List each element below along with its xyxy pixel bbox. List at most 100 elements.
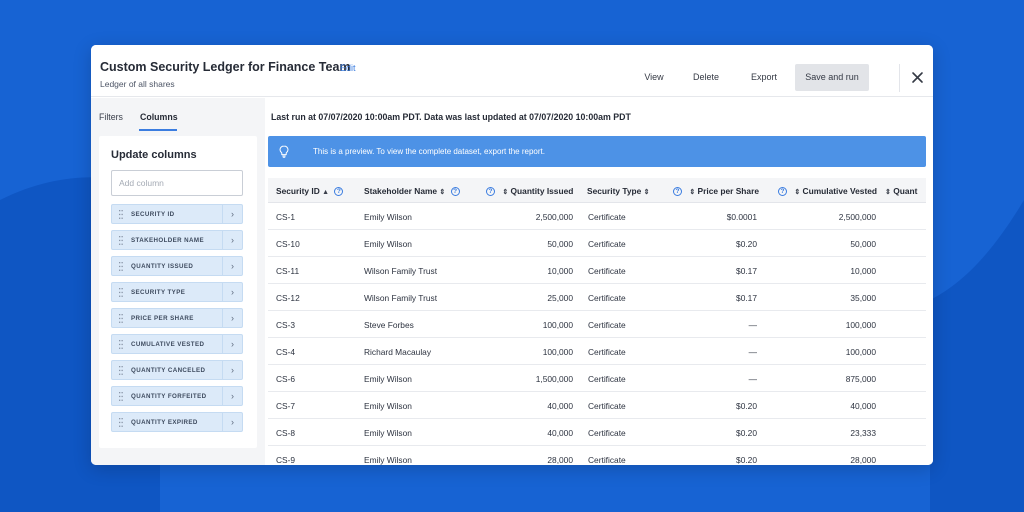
cell-cumulative-vested: 35,000 (850, 293, 876, 303)
close-icon[interactable] (911, 71, 924, 84)
drag-handle-icon[interactable] (119, 340, 123, 349)
table-row[interactable]: CS-10 Emily Wilson 50,000 Certificate $0… (268, 230, 926, 257)
table-row[interactable]: CS-12 Wilson Family Trust 25,000 Certifi… (268, 284, 926, 311)
table-row[interactable]: CS-11 Wilson Family Trust 10,000 Certifi… (268, 257, 926, 284)
column-header-security-type[interactable]: Security Type ⇕ (587, 186, 650, 196)
chevron-right-icon[interactable]: › (222, 231, 242, 249)
sort-icon[interactable]: ⇕ (439, 189, 446, 196)
help-icon[interactable]: ? (334, 187, 344, 197)
lightbulb-icon (279, 145, 289, 158)
cell-cumulative-vested: 2,500,000 (838, 212, 876, 222)
sort-icon[interactable]: ⇕ (643, 189, 650, 196)
chevron-right-icon[interactable]: › (222, 205, 242, 223)
column-item-label: QUANTITY FORFEITED (131, 393, 207, 400)
column-item[interactable]: PRICE PER SHARE › (111, 308, 243, 328)
column-item[interactable]: SECURITY ID › (111, 204, 243, 224)
column-header-price-per-share[interactable]: ? ⇕ Price per Share (673, 186, 759, 197)
report-title: Custom Security Ledger for Finance Team (100, 60, 351, 74)
cell-quantity-issued: 100,000 (542, 320, 573, 330)
column-header-security-id[interactable]: Security ID ▲ ? (276, 186, 344, 197)
add-column-input[interactable] (111, 170, 243, 196)
cell-quantity-issued: 25,000 (547, 293, 573, 303)
ledger-table: Security ID ▲ ? Stakeholder Name ⇕ ? ? ⇕… (268, 178, 926, 465)
sort-icon[interactable]: ⇕ (885, 189, 891, 196)
cell-cumulative-vested: 28,000 (850, 455, 876, 465)
table-row[interactable]: CS-1 Emily Wilson 2,500,000 Certificate … (268, 203, 926, 230)
help-icon[interactable]: ? (450, 187, 460, 197)
column-item[interactable]: CUMULATIVE VESTED › (111, 334, 243, 354)
sort-ascending-icon[interactable]: ▲ (322, 189, 330, 196)
column-item-label: QUANTITY ISSUED (131, 263, 194, 270)
drag-handle-icon[interactable] (119, 314, 123, 323)
header-divider (899, 64, 900, 92)
preview-banner: This is a preview. To view the complete … (268, 136, 926, 167)
help-icon[interactable]: ? (778, 187, 787, 197)
cell-price-per-share: $0.20 (736, 239, 757, 249)
column-header-quantity-issued[interactable]: ? ⇕ Quantity Issued (486, 186, 573, 197)
column-item[interactable]: QUANTITY FORFEITED › (111, 386, 243, 406)
cell-cumulative-vested: 50,000 (850, 239, 876, 249)
column-header-label: Security Type (587, 186, 642, 196)
cell-stakeholder-name: Emily Wilson (364, 212, 412, 222)
column-header-quantity[interactable]: ⇕ Quant (885, 186, 917, 196)
cell-cumulative-vested: 23,333 (850, 428, 876, 438)
chevron-right-icon[interactable]: › (222, 387, 242, 405)
table-row[interactable]: CS-7 Emily Wilson 40,000 Certificate $0.… (268, 392, 926, 419)
column-header-stakeholder-name[interactable]: Stakeholder Name ⇕ ? (364, 186, 460, 197)
table-row[interactable]: CS-9 Emily Wilson 28,000 Certificate $0.… (268, 446, 926, 465)
delete-button[interactable]: Delete (692, 72, 719, 82)
cell-quantity-issued: 2,500,000 (535, 212, 573, 222)
help-icon[interactable]: ? (673, 187, 682, 197)
column-item[interactable]: QUANTITY CANCELED › (111, 360, 243, 380)
chevron-right-icon[interactable]: › (222, 283, 242, 301)
chevron-right-icon[interactable]: › (222, 335, 242, 353)
drag-handle-icon[interactable] (119, 262, 123, 271)
table-row[interactable]: CS-6 Emily Wilson 1,500,000 Certificate … (268, 365, 926, 392)
table-row[interactable]: CS-3 Steve Forbes 100,000 Certificate — … (268, 311, 926, 338)
chevron-right-icon[interactable]: › (222, 413, 242, 431)
drag-handle-icon[interactable] (119, 366, 123, 375)
drag-handle-icon[interactable] (119, 288, 123, 297)
cell-stakeholder-name: Emily Wilson (364, 239, 412, 249)
sort-icon[interactable]: ⇕ (502, 189, 509, 196)
chevron-right-icon[interactable]: › (222, 361, 242, 379)
cell-security-type: Certificate (588, 374, 626, 384)
column-item[interactable]: SECURITY TYPE › (111, 282, 243, 302)
cell-quantity-issued: 28,000 (547, 455, 573, 465)
tab-columns[interactable]: Columns (140, 112, 178, 122)
column-item[interactable]: QUANTITY ISSUED › (111, 256, 243, 276)
save-and-run-button[interactable]: Save and run (795, 64, 869, 91)
drag-handle-icon[interactable] (119, 236, 123, 245)
cell-cumulative-vested: 875,000 (845, 374, 876, 384)
cell-security-type: Certificate (588, 347, 626, 357)
tab-filters[interactable]: Filters (99, 112, 123, 122)
chevron-right-icon[interactable]: › (222, 257, 242, 275)
edit-title-link[interactable]: Edit (340, 63, 356, 73)
sort-icon[interactable]: ⇕ (794, 189, 801, 196)
table-header: Security ID ▲ ? Stakeholder Name ⇕ ? ? ⇕… (268, 178, 926, 203)
cell-security-id: CS-11 (276, 266, 300, 276)
drag-handle-icon[interactable] (119, 210, 123, 219)
view-button[interactable]: View (644, 72, 664, 82)
column-item-label: CUMULATIVE VESTED (131, 341, 205, 348)
table-row[interactable]: CS-8 Emily Wilson 40,000 Certificate $0.… (268, 419, 926, 446)
sort-icon[interactable]: ⇕ (689, 189, 696, 196)
cell-stakeholder-name: Emily Wilson (364, 401, 412, 411)
column-item[interactable]: STAKEHOLDER NAME › (111, 230, 243, 250)
column-header-cumulative-vested[interactable]: ? ⇕ Cumulative Vested (778, 186, 877, 197)
cell-cumulative-vested: 100,000 (845, 347, 876, 357)
column-item[interactable]: QUANTITY EXPIRED › (111, 412, 243, 432)
cell-security-id: CS-4 (276, 347, 296, 357)
column-item-label: SECURITY ID (131, 211, 175, 218)
cell-quantity-issued: 50,000 (547, 239, 573, 249)
cell-security-type: Certificate (588, 212, 626, 222)
drag-handle-icon[interactable] (119, 418, 123, 427)
drag-handle-icon[interactable] (119, 392, 123, 401)
cell-price-per-share: — (748, 320, 757, 330)
chevron-right-icon[interactable]: › (222, 309, 242, 327)
table-row[interactable]: CS-4 Richard Macaulay 100,000 Certificat… (268, 338, 926, 365)
export-button[interactable]: Export (750, 72, 777, 82)
update-columns-panel: Update columns SECURITY ID › STAKEHOLDER… (99, 136, 257, 448)
help-icon[interactable]: ? (486, 187, 495, 197)
cell-security-type: Certificate (588, 455, 626, 465)
